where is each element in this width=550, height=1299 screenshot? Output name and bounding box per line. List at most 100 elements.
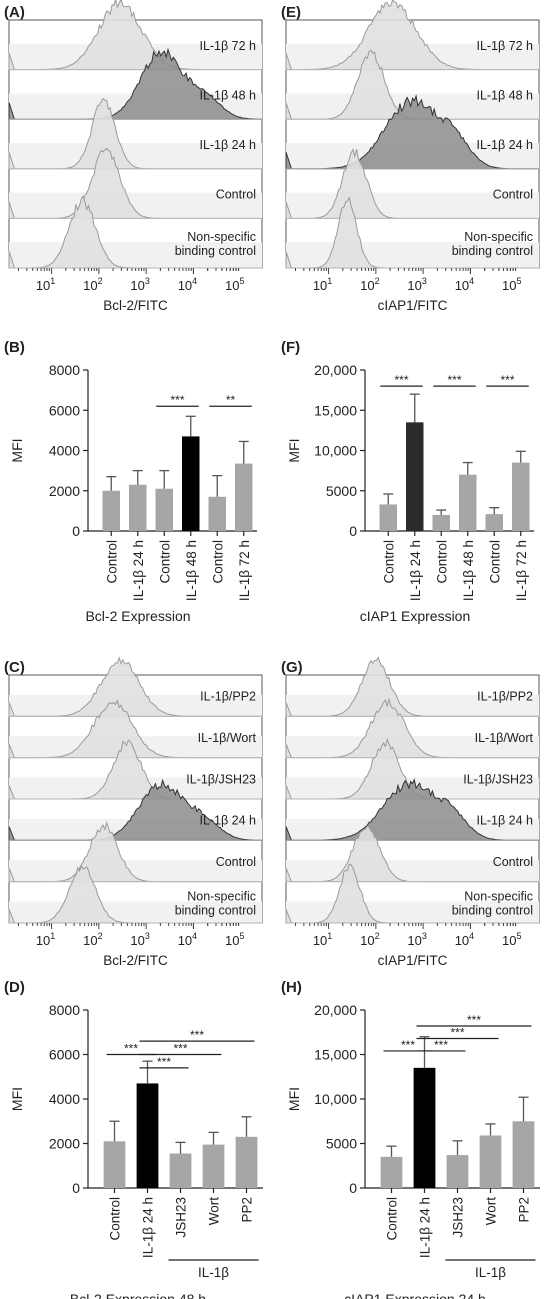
track-label: Non-specific	[187, 230, 256, 244]
x-tick-label: Control	[487, 540, 502, 584]
significance-label: ***	[434, 1038, 448, 1052]
bar	[182, 436, 200, 531]
significance-label: ***	[157, 1055, 171, 1069]
track-label: binding control	[175, 903, 256, 917]
y-tick-label: 0	[72, 523, 80, 539]
histogram-track: IL-1β/PP2	[8, 656, 263, 717]
panel-label: (E)	[281, 4, 301, 21]
y-tick-label: 8000	[49, 1002, 80, 1018]
x-tick-label: IL-1β 72 h	[514, 540, 529, 601]
significance-label: ***	[190, 1028, 204, 1042]
x-axis-title: Bcl-2/FITC	[103, 953, 168, 968]
histogram-track: IL-1β 24 h	[285, 778, 540, 841]
panel-label: (G)	[281, 659, 303, 676]
x-tick-label: 105	[502, 931, 521, 948]
y-tick-label: 2000	[49, 1136, 80, 1152]
track-label: IL-1β/PP2	[200, 690, 256, 704]
histogram-track: IL-1β 24 h	[8, 97, 262, 170]
bar	[102, 490, 120, 531]
histogram-track: IL-1β/PP2	[285, 656, 540, 717]
x-tick-label: PP2	[240, 1197, 255, 1223]
x-tick-label: 104	[455, 276, 474, 293]
group-label: IL-1β	[198, 1265, 229, 1280]
y-tick-label: 8000	[49, 362, 80, 378]
bar	[169, 1153, 192, 1188]
histogram-track: IL-1β 48 h	[8, 47, 263, 120]
track-label: IL-1β/PP2	[477, 690, 533, 704]
x-tick-label: 105	[225, 931, 244, 948]
track-label: Control	[493, 188, 533, 202]
histogram-track: IL-1β/Wort	[285, 697, 540, 759]
y-tick-label: 4000	[49, 443, 80, 459]
x-tick-label: 102	[360, 276, 379, 293]
significance-label: ***	[401, 1038, 415, 1052]
x-tick-label: IL-1β 72 h	[237, 540, 252, 601]
x-tick-label: IL-1β 24 h	[141, 1197, 156, 1258]
x-tick-label: Control	[157, 540, 172, 584]
bar	[512, 1121, 535, 1188]
y-axis-title: MFI	[286, 1087, 302, 1111]
track-label: Control	[216, 188, 256, 202]
significance-label: ***	[170, 393, 184, 407]
y-axis-title: MFI	[9, 438, 25, 462]
x-tick-label: 101	[36, 276, 55, 293]
bar	[432, 514, 450, 531]
track-label: IL-1β 48 h	[199, 88, 256, 102]
significance-label: ***	[447, 373, 461, 387]
track-label: binding control	[452, 244, 533, 258]
x-axis-title: Bcl-2/FITC	[103, 298, 168, 313]
panel-label: (B)	[4, 339, 25, 356]
x-tick-label: IL-1β 24 h	[131, 540, 146, 601]
bar	[208, 496, 226, 531]
track-band	[9, 143, 262, 169]
bar	[459, 474, 477, 531]
track-label: IL-1β 24 h	[199, 138, 256, 152]
y-tick-label: 2000	[49, 483, 80, 499]
chart-title: cIAP1 Expression	[360, 608, 471, 624]
histogram-track: Control	[8, 147, 262, 219]
significance-label: ***	[467, 1013, 481, 1027]
panel-label: (F)	[281, 339, 300, 356]
x-tick-label: PP2	[517, 1197, 532, 1223]
track-label: IL-1β 24 h	[199, 814, 256, 828]
x-tick-label: 105	[502, 276, 521, 293]
x-tick-label: Control	[385, 1197, 400, 1241]
x-tick-label: JSH23	[174, 1197, 189, 1238]
bar	[202, 1144, 225, 1188]
bar	[103, 1141, 126, 1188]
track-label: Non-specific	[187, 889, 256, 903]
x-tick-label: Wort	[207, 1197, 222, 1226]
histogram-track: IL-1β 72 h	[285, 0, 539, 71]
track-label: IL-1β/JSH23	[463, 772, 533, 786]
chart-title: Bcl-2 Expression 48 h	[70, 1291, 206, 1299]
significance-label: ***	[124, 1042, 138, 1056]
y-tick-label: 5000	[326, 1136, 357, 1152]
x-axis-title: cIAP1/FITC	[378, 953, 448, 968]
y-tick-label: 0	[349, 1180, 357, 1196]
track-label: IL-1β 72 h	[476, 39, 533, 53]
significance-label: ***	[394, 373, 408, 387]
track-label: IL-1β/Wort	[475, 731, 534, 745]
histogram-track: IL-1β/JSH23	[8, 739, 262, 800]
x-tick-label: JSH23	[451, 1197, 466, 1238]
histogram-curve-highlight	[285, 778, 540, 841]
panel-label: (C)	[4, 659, 25, 676]
x-tick-label: 103	[407, 276, 426, 293]
x-tick-label: 104	[178, 931, 197, 948]
histogram-track: IL-1β 72 h	[8, 0, 262, 71]
track-label: IL-1β 48 h	[476, 88, 533, 102]
y-tick-label: 20,000	[314, 1002, 357, 1018]
bar	[235, 1136, 258, 1188]
x-tick-label: 101	[313, 931, 332, 948]
chart-title: Bcl-2 Expression	[85, 608, 190, 624]
x-axis-title: cIAP1/FITC	[378, 298, 448, 313]
track-label: Non-specific	[464, 889, 533, 903]
bar	[479, 1135, 502, 1188]
x-tick-label: 101	[313, 276, 332, 293]
track-label: IL-1β 72 h	[199, 39, 256, 53]
bar	[379, 504, 397, 531]
bar	[129, 484, 147, 531]
